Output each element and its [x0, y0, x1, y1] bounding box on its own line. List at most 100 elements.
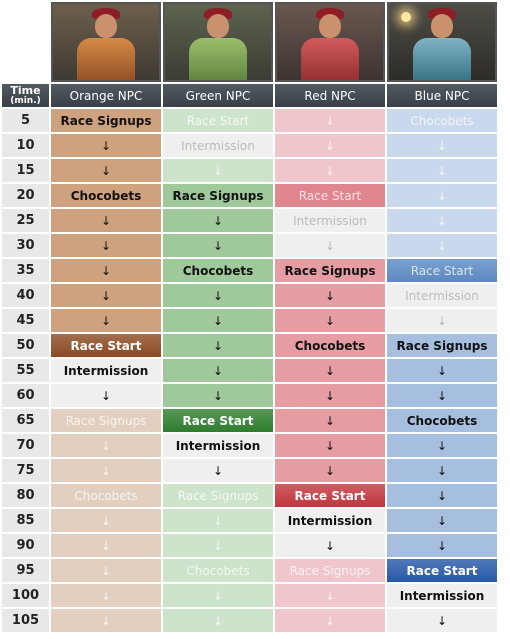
schedule-cell-orange: Race Start: [51, 334, 161, 357]
schedule-cell-green: ↓: [163, 509, 273, 532]
schedule-cell-orange: ↓: [51, 534, 161, 557]
schedule-cell-blue: ↓: [387, 484, 497, 507]
schedule-cell-red: ↓: [275, 109, 385, 132]
schedule-cell-green: ↓: [163, 209, 273, 232]
table-row: 20 Chocobets Race Signups Race Start ↓: [2, 184, 497, 207]
schedule-cell-orange: ↓: [51, 584, 161, 607]
table-row: 60 ↓ ↓ ↓ ↓: [2, 384, 497, 407]
schedule-cell-red: ↓: [275, 384, 385, 407]
schedule-cell-green: ↓: [163, 159, 273, 182]
schedule-cell-green: Race Start: [163, 109, 273, 132]
table-row: 80 Chocobets Race Signups Race Start ↓: [2, 484, 497, 507]
schedule-cell-blue: Chocobets: [387, 409, 497, 432]
time-cell: 40: [2, 284, 49, 307]
schedule-cell-blue: Intermission: [387, 584, 497, 607]
column-header-green: Green NPC: [163, 84, 273, 107]
portrait-green-cell: [163, 2, 273, 82]
red-npc-portrait: [275, 2, 385, 82]
time-cell: 35: [2, 259, 49, 282]
schedule-cell-red: Intermission: [275, 509, 385, 532]
schedule-cell-orange: ↓: [51, 284, 161, 307]
time-cell: 55: [2, 359, 49, 382]
schedule-cell-blue: ↓: [387, 134, 497, 157]
schedule-cell-green: ↓: [163, 309, 273, 332]
schedule-cell-orange: Chocobets: [51, 484, 161, 507]
table-row: 75 ↓ ↓ ↓ ↓: [2, 459, 497, 482]
schedule-cell-orange: ↓: [51, 434, 161, 457]
schedule-cell-red: ↓: [275, 309, 385, 332]
schedule-cell-green: ↓: [163, 359, 273, 382]
time-cell: 105: [2, 609, 49, 632]
schedule-cell-blue: Race Signups: [387, 334, 497, 357]
schedule-cell-orange: Race Signups: [51, 109, 161, 132]
table-row: 100 ↓ ↓ ↓ Intermission: [2, 584, 497, 607]
schedule-cell-red: ↓: [275, 609, 385, 632]
schedule-cell-red: ↓: [275, 159, 385, 182]
schedule-cell-blue: ↓: [387, 509, 497, 532]
schedule-cell-red: ↓: [275, 584, 385, 607]
time-cell: 65: [2, 409, 49, 432]
column-header-red: Red NPC: [275, 84, 385, 107]
time-unit: (min.): [10, 95, 41, 106]
table-row: 95 ↓ Chocobets Race Signups Race Start: [2, 559, 497, 582]
portrait-orange-cell: [51, 2, 161, 82]
time-label: Time: [10, 83, 41, 97]
schedule-cell-orange: ↓: [51, 134, 161, 157]
schedule-cell-red: Race Signups: [275, 559, 385, 582]
schedule-cell-green: ↓: [163, 609, 273, 632]
time-cell: 5: [2, 109, 49, 132]
schedule-cell-red: Race Start: [275, 484, 385, 507]
portrait-row: [2, 2, 497, 82]
time-cell: 30: [2, 234, 49, 257]
schedule-cell-orange: Chocobets: [51, 184, 161, 207]
time-cell: 70: [2, 434, 49, 457]
schedule-cell-green: ↓: [163, 384, 273, 407]
schedule-cell-orange: ↓: [51, 159, 161, 182]
schedule-cell-red: ↓: [275, 434, 385, 457]
table-row: 105 ↓ ↓ ↓ ↓: [2, 609, 497, 632]
orange-npc-portrait: [51, 2, 161, 82]
schedule-cell-blue: ↓: [387, 209, 497, 232]
schedule-cell-green: Race Signups: [163, 484, 273, 507]
schedule-body: 5 Race Signups Race Start ↓ Chocobets 10 ↓ Inte…: [2, 109, 497, 632]
column-header-blue: Blue NPC: [387, 84, 497, 107]
schedule-cell-green: ↓: [163, 234, 273, 257]
table-row: 30 ↓ ↓ ↓ ↓: [2, 234, 497, 257]
schedule-cell-orange: ↓: [51, 259, 161, 282]
schedule-cell-blue: ↓: [387, 459, 497, 482]
schedule-cell-red: ↓: [275, 234, 385, 257]
table-row: 50 Race Start ↓ Chocobets Race Signups: [2, 334, 497, 357]
time-cell: 10: [2, 134, 49, 157]
table-row: 40 ↓ ↓ ↓ Intermission: [2, 284, 497, 307]
table-row: 55 Intermission ↓ ↓ ↓: [2, 359, 497, 382]
time-cell: 90: [2, 534, 49, 557]
schedule-cell-red: ↓: [275, 459, 385, 482]
time-cell: 95: [2, 559, 49, 582]
schedule-cell-blue: Race Start: [387, 259, 497, 282]
schedule-cell-green: Race Start: [163, 409, 273, 432]
portrait-blue-cell: [387, 2, 497, 82]
green-npc-portrait: [163, 2, 273, 82]
header-row: Time (min.) Orange NPC Green NPC Red NPC …: [2, 84, 497, 107]
time-cell: 100: [2, 584, 49, 607]
schedule-cell-blue: Chocobets: [387, 109, 497, 132]
schedule-cell-blue: ↓: [387, 359, 497, 382]
time-header: Time (min.): [2, 84, 49, 107]
schedule-cell-red: Intermission: [275, 209, 385, 232]
time-cell: 45: [2, 309, 49, 332]
portrait-spacer: [2, 2, 49, 82]
schedule-cell-green: Intermission: [163, 434, 273, 457]
schedule-cell-green: ↓: [163, 284, 273, 307]
schedule-cell-orange: ↓: [51, 384, 161, 407]
schedule-cell-blue: ↓: [387, 384, 497, 407]
column-header-orange: Orange NPC: [51, 84, 161, 107]
schedule-cell-green: Chocobets: [163, 559, 273, 582]
table-row: 15 ↓ ↓ ↓ ↓: [2, 159, 497, 182]
table-row: 65 Race Signups Race Start ↓ Chocobets: [2, 409, 497, 432]
schedule-cell-green: ↓: [163, 334, 273, 357]
schedule-cell-red: ↓: [275, 134, 385, 157]
schedule-cell-green: ↓: [163, 584, 273, 607]
schedule-cell-red: ↓: [275, 409, 385, 432]
schedule-cell-green: Intermission: [163, 134, 273, 157]
